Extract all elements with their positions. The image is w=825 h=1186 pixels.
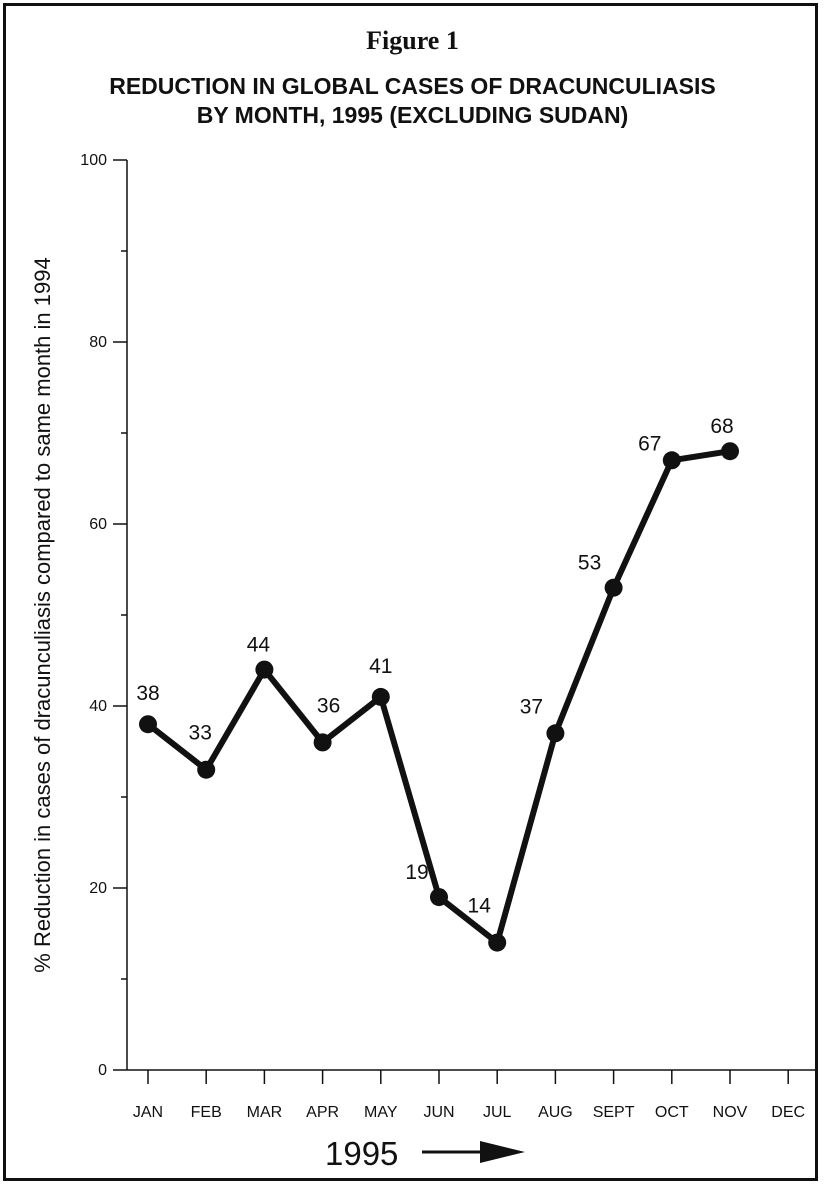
x-tick-label: APR	[306, 1104, 339, 1121]
data-label: 38	[136, 682, 159, 705]
x-tick-label: JAN	[133, 1104, 163, 1121]
data-point	[721, 442, 739, 461]
x-axis-arrow-head	[480, 1141, 525, 1163]
y-axis-label: % Reduction in cases of dracunculiasis c…	[30, 257, 55, 972]
data-point	[604, 578, 623, 597]
data-point	[371, 687, 390, 706]
figure-frame	[3, 3, 818, 1181]
x-axis-label: 1995	[325, 1135, 398, 1172]
x-tick-label: SEPT	[593, 1104, 635, 1121]
data-label: 41	[369, 655, 392, 678]
series-line: 38 33 44 36 41 19 14 37 53 67 68	[136, 415, 739, 952]
data-label: 44	[247, 634, 271, 657]
y-tick-label: 0	[98, 1062, 107, 1079]
data-label: 19	[405, 861, 428, 884]
x-tick-label: DEC	[771, 1104, 805, 1121]
data-point	[313, 733, 332, 752]
x-tick-label: MAY	[364, 1104, 398, 1121]
data-point	[255, 660, 274, 679]
data-point	[139, 715, 157, 734]
data-label: 67	[638, 432, 661, 455]
data-point	[430, 888, 448, 907]
y-tick-label: 20	[89, 880, 107, 897]
y-tick-label: 60	[89, 516, 107, 533]
x-tick-label: OCT	[655, 1104, 689, 1121]
x-tick-label: FEB	[191, 1104, 222, 1121]
data-point	[197, 760, 216, 779]
data-label: 53	[578, 552, 601, 575]
x-tick-label: NOV	[713, 1104, 748, 1121]
data-label: 14	[468, 895, 492, 918]
chart-title: REDUCTION IN GLOBAL CASES OF DRACUNCULIA…	[0, 72, 825, 130]
x-tick-label: JUL	[483, 1104, 512, 1121]
data-label: 37	[520, 695, 543, 718]
x-tick-label: JUN	[423, 1104, 454, 1121]
chart-title-line-2: BY MONTH, 1995 (EXCLUDING SUDAN)	[196, 102, 629, 128]
axes: 0 20 40 60 80 100 JAN FEB MAR APR MAY JUN JUL AUG SEPT…	[80, 152, 815, 1121]
series-polyline	[146, 448, 731, 946]
data-point	[546, 724, 565, 743]
y-tick-label: 100	[80, 152, 107, 169]
x-tick-label: AUG	[538, 1104, 573, 1121]
data-label: 33	[189, 722, 212, 745]
figure-label: Figure 1	[366, 26, 459, 55]
x-tick-label: MAR	[247, 1104, 283, 1121]
data-point	[662, 451, 681, 470]
chart-title-line-1: REDUCTION IN GLOBAL CASES OF DRACUNCULIA…	[109, 73, 716, 99]
y-tick-label: 80	[89, 334, 107, 351]
data-label: 68	[710, 415, 733, 438]
data-point	[488, 933, 507, 952]
y-tick-label: 40	[89, 698, 107, 715]
x-axis-title: 1995	[325, 1135, 525, 1172]
data-label: 36	[317, 694, 340, 717]
